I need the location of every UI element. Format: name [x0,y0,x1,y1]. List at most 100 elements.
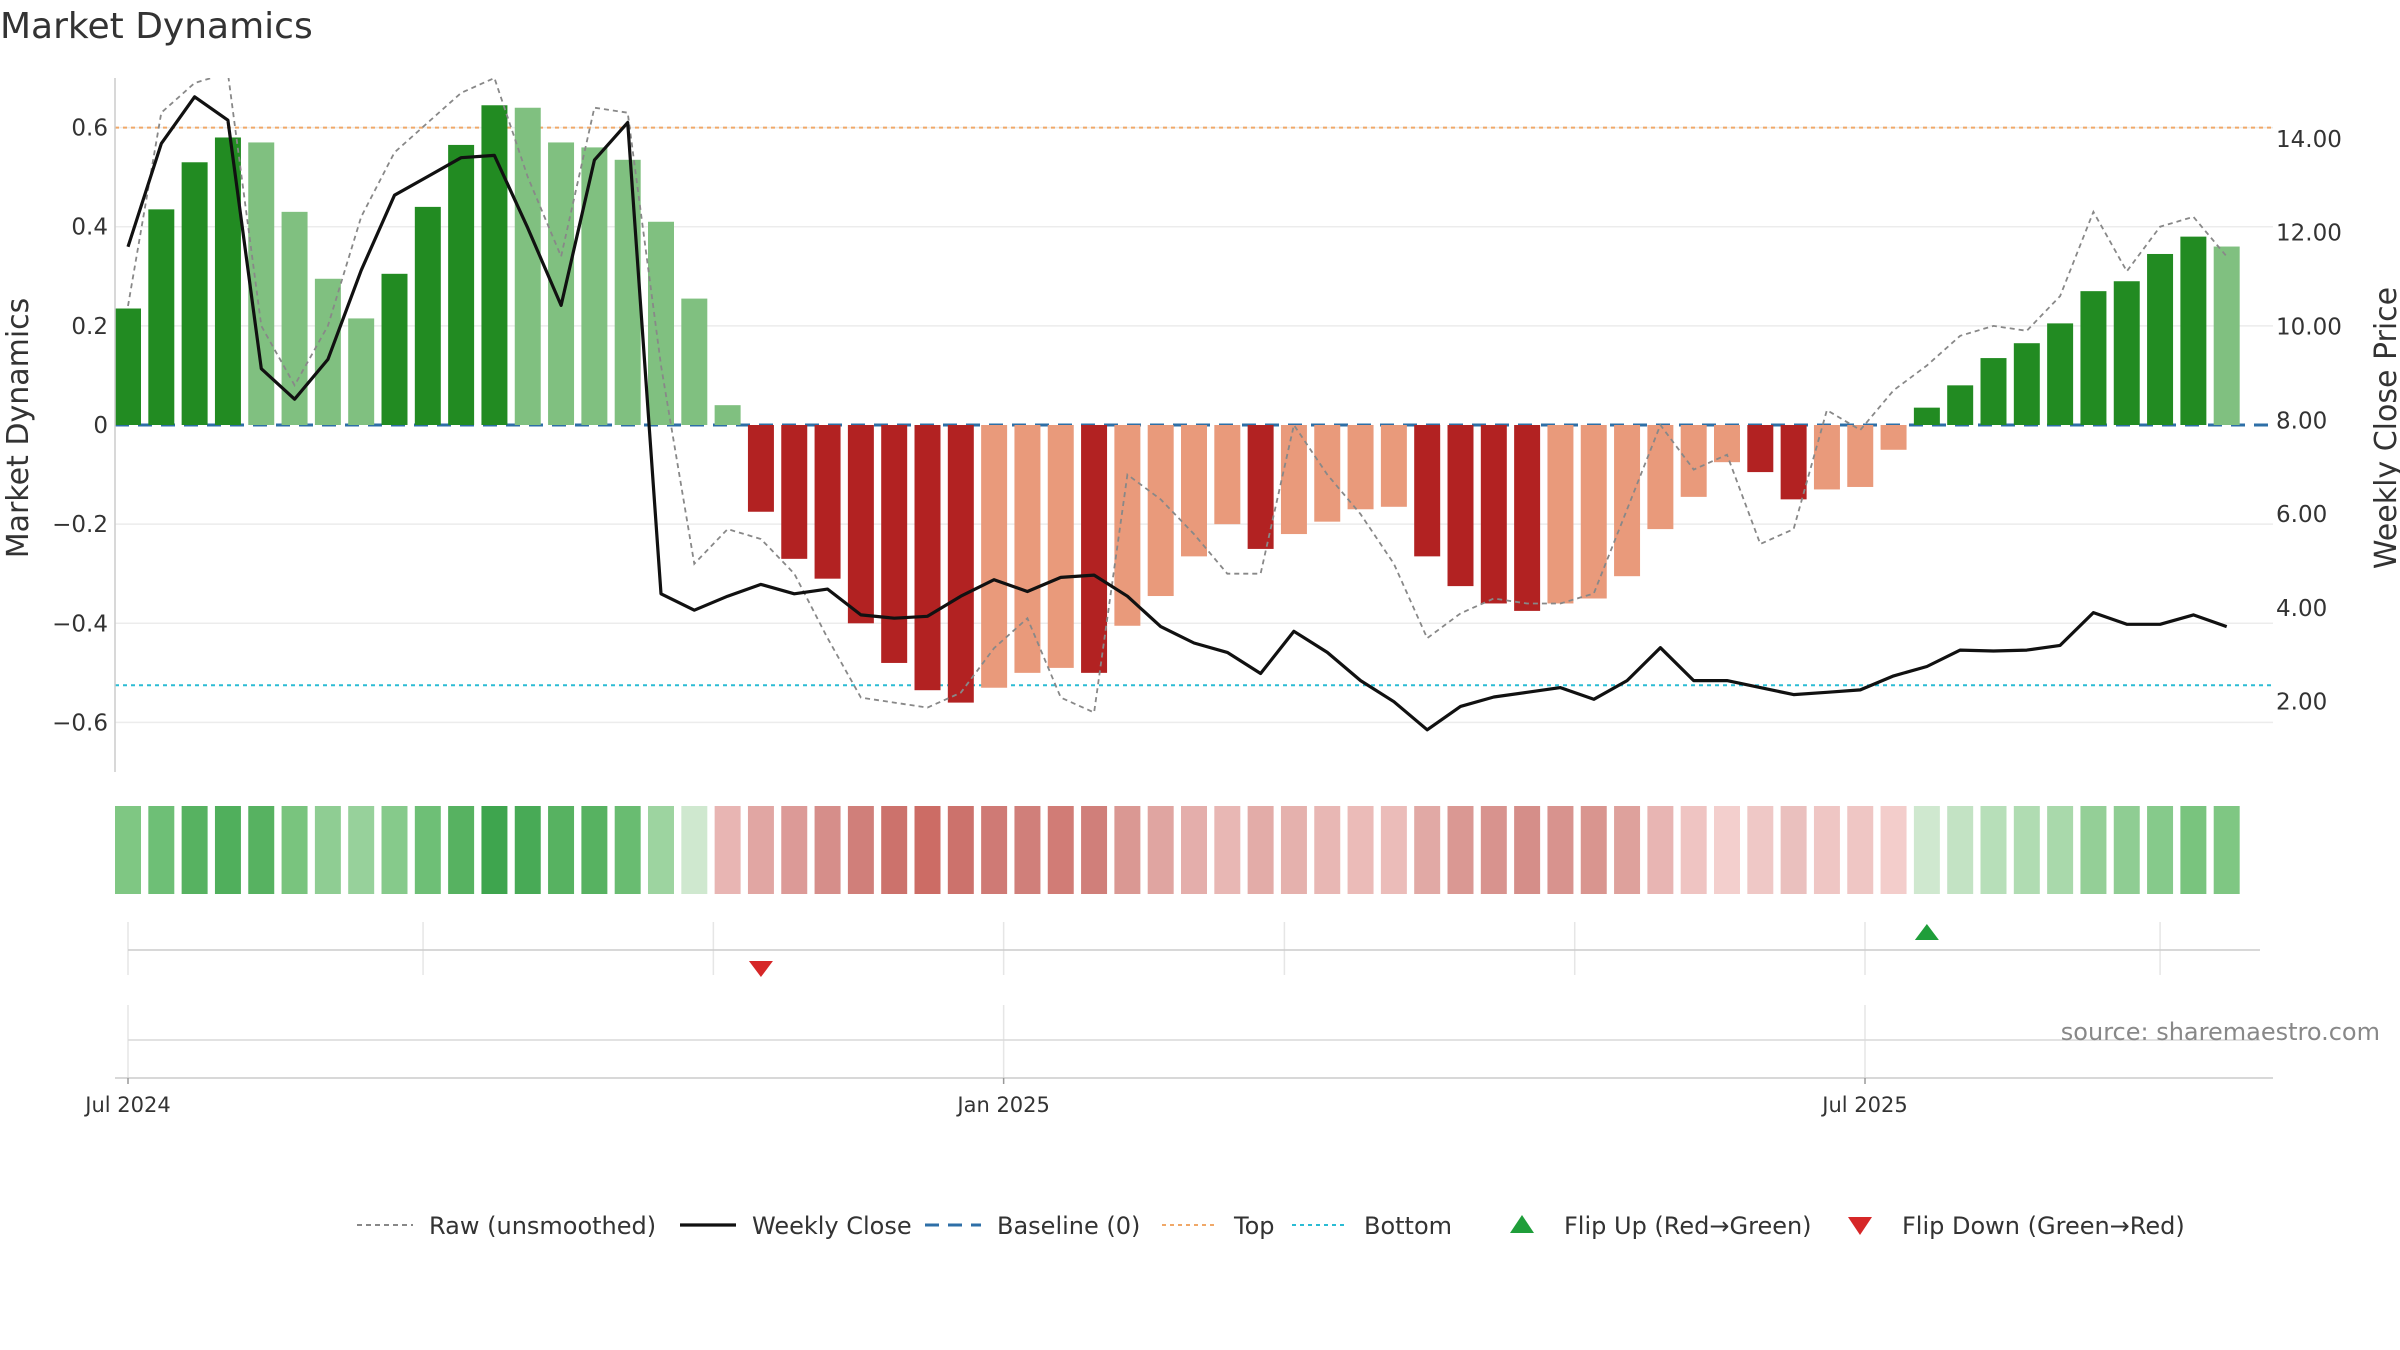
bar-17 [681,298,708,425]
left-axis-title: Market Dynamics [1,298,36,559]
strip-cell-60 [2113,806,2140,894]
strip-cell-15 [614,806,641,894]
right-axis-title: Weekly Close Price [2369,287,2400,569]
bar-6 [314,278,341,425]
bar-39 [1414,425,1441,557]
strip-cell-6 [314,806,341,894]
bar-57 [2013,343,2040,425]
bar-59 [2080,291,2107,425]
strip-cell-29 [1081,806,1108,894]
strip-cell-11 [481,806,508,894]
legend-label-1: Weekly Close [752,1212,912,1240]
bar-62 [2180,236,2207,425]
strip-cell-58 [2047,806,2074,894]
bar-11 [481,105,508,425]
flip-marker-panel [127,922,2260,977]
strip-cell-63 [2213,806,2240,894]
bar-19 [747,425,774,512]
strip-cell-7 [348,806,375,894]
strip-cell-40 [1447,806,1474,894]
right-tick-label: 12.00 [2276,221,2342,247]
bar-27 [1014,425,1041,673]
bar-63 [2213,246,2240,425]
strip-cell-19 [747,806,774,894]
strip-cell-16 [648,806,674,894]
bar-23 [881,425,908,663]
left-tick-label: −0.2 [52,512,108,538]
bar-2 [181,162,208,425]
strip-cell-31 [1147,806,1174,894]
date-axis-panel [115,1005,2273,1084]
bar-55 [1947,385,1974,425]
legend-item-3: Top [1162,1212,1275,1240]
bar-15 [614,159,641,426]
strip-cell-44 [1580,806,1607,894]
right-tick-label: 14.00 [2276,127,2342,153]
weekly-close-series [126,95,2228,732]
legend-label-3: Top [1233,1212,1275,1240]
legend-label-2: Baseline (0) [997,1212,1140,1240]
bar-47 [1680,425,1707,497]
strip-cell-17 [681,806,708,894]
bar-33 [1214,425,1241,525]
date-tick-labels: Jul 2024 Jan 2025 Jul 2025 [83,1093,1907,1117]
strip-cell-39 [1414,806,1441,894]
strip-cell-1 [148,806,175,894]
flip-marker-1 [1914,924,1939,940]
bar-50 [1780,425,1807,500]
bar-9 [414,206,441,425]
strip-cell-10 [448,806,475,894]
bars [115,105,2240,703]
legend-label-6: Flip Down (Green→Red) [1902,1212,2185,1240]
bar-51 [1813,425,1840,490]
bar-22 [847,425,874,624]
bar-44 [1580,425,1607,599]
bar-52 [1847,425,1874,487]
strip-cell-27 [1014,806,1041,894]
legend-label-0: Raw (unsmoothed) [429,1212,656,1240]
strip-cell-61 [2147,806,2174,894]
bar-40 [1447,425,1474,587]
strip-cell-37 [1347,806,1374,894]
bar-20 [781,425,808,559]
bar-16 [648,221,674,425]
strip-cell-3 [214,806,241,894]
heatmap-strip [115,806,2240,894]
strip-cell-24 [914,806,941,894]
strip-cell-34 [1247,806,1274,894]
strip-cell-52 [1847,806,1874,894]
legend-item-6: Flip Down (Green→Red) [1848,1212,2185,1240]
right-tick-label: 2.00 [2276,690,2327,716]
bar-60 [2113,281,2140,425]
strip-cell-22 [847,806,874,894]
strip-cell-13 [548,806,575,894]
strip-cell-14 [581,806,608,894]
bar-28 [1047,425,1074,668]
strip-cell-47 [1680,806,1707,894]
strip-cell-4 [248,806,275,894]
strip-cell-5 [281,806,308,894]
strip-cell-51 [1813,806,1840,894]
left-tick-label: −0.6 [52,710,108,736]
strip-cell-32 [1181,806,1207,894]
left-tick-label: 0.6 [71,116,108,142]
bar-42 [1514,425,1541,611]
bar-58 [2047,323,2074,425]
legend: Raw (unsmoothed) Weekly Close Baseline (0)… [357,1212,2185,1240]
bar-45 [1614,425,1641,577]
strip-cell-48 [1714,806,1740,894]
right-tick-labels: 14.00 12.00 10.00 8.00 6.00 4.00 2.00 [2276,127,2342,716]
bar-35 [1280,425,1307,535]
strip-cell-56 [1980,806,2007,894]
bar-26 [981,425,1008,688]
right-tick-label: 4.00 [2276,596,2327,622]
reference-lines [115,126,2273,687]
chart-title: Market Dynamics [0,6,313,47]
strip-cell-25 [947,806,974,894]
bar-49 [1747,425,1774,473]
strip-cell-57 [2013,806,2040,894]
left-tick-label: 0.2 [71,314,108,340]
weekly-close-line [126,95,2228,732]
strip-cell-54 [1913,806,1940,894]
